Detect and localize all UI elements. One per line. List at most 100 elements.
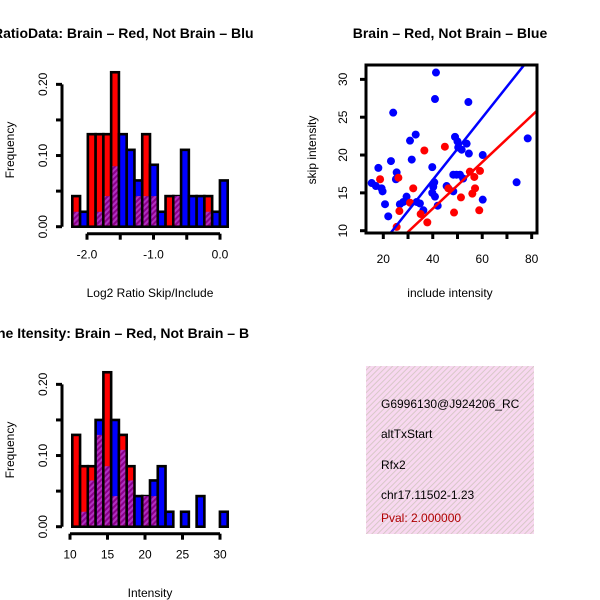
x-tick-label: 0.0 — [212, 248, 229, 262]
blue-point — [374, 163, 383, 172]
blue-bar — [148, 163, 160, 229]
x-tick-label: 80 — [525, 252, 539, 266]
overlap-bar — [205, 211, 211, 226]
scatter-panel: Brain – Red, Not Brain – Blue 20 40 60 80 10… — [305, 25, 547, 300]
blue-point — [478, 195, 487, 204]
blue-point — [453, 137, 462, 146]
x-tick-label: 30 — [213, 548, 227, 562]
blue-point — [406, 136, 415, 145]
red-point — [416, 210, 425, 219]
y-tick-label: 0.00 — [36, 215, 50, 239]
overlap-bar — [112, 496, 118, 526]
red-point — [470, 172, 479, 181]
blue-bar — [156, 464, 167, 529]
overlap-bar — [81, 511, 87, 526]
overlap-bar — [127, 480, 134, 526]
gene-id-text: G6996130@J924206_RC — [381, 397, 520, 411]
scatter-axes: 20 40 60 80 10 15 20 25 30 — [336, 63, 539, 266]
x-tick-label: 20 — [377, 252, 391, 266]
red-point — [475, 166, 484, 175]
scatter-xlabel: include intensity — [407, 286, 492, 300]
info-panel-background — [366, 366, 534, 534]
red-point — [450, 208, 459, 217]
intensity-histogram-bars — [71, 370, 229, 529]
overlap-bar — [151, 496, 157, 526]
intensity-histogram-title: ne Itensity: Brain – Red, Not Brain – B — [0, 325, 249, 341]
red-point — [468, 189, 477, 198]
overlap-bar — [174, 196, 180, 226]
blue-point — [430, 192, 439, 201]
x-tick-label: -1.0 — [143, 248, 164, 262]
blue-bar — [218, 510, 229, 529]
event-type-text: altTxStart — [381, 427, 433, 441]
x-tick-label: 10 — [63, 548, 77, 562]
x-tick-label: 25 — [176, 548, 190, 562]
overlap-bar — [96, 211, 103, 226]
gene-name-text: Rfx2 — [381, 458, 406, 472]
intensity-histogram-ylabel: Frequency — [3, 422, 17, 479]
blue-fit-line — [388, 65, 526, 233]
blue-point — [478, 151, 487, 160]
overlap-bar — [151, 196, 157, 226]
intensity-histogram-axes: 0.00 0.10 0.20 10 15 20 25 30 — [36, 372, 227, 561]
red-point — [394, 173, 403, 182]
x-tick-label: 60 — [476, 252, 490, 266]
overlap-bar — [104, 196, 110, 226]
ratio-histogram-ylabel: Frequency — [3, 122, 17, 179]
y-tick-label: 0.00 — [36, 515, 50, 539]
red-fit-line — [404, 109, 537, 233]
y-tick-label: 0.20 — [36, 372, 50, 396]
x-tick-label: 20 — [138, 548, 152, 562]
ratio-histogram-title: RatioData: Brain – Red, Not Brain – Blu — [0, 25, 254, 41]
red-point — [465, 167, 474, 176]
blue-point — [431, 68, 440, 77]
scatter-ylabel: skip intensity — [305, 116, 319, 185]
red-point — [376, 175, 385, 184]
red-point — [409, 184, 418, 193]
scatter-points — [367, 65, 537, 233]
blue-point — [407, 155, 416, 164]
overlap-bar — [120, 449, 126, 526]
overlap-bar — [73, 211, 79, 226]
blue-point — [428, 163, 437, 172]
blue-point — [523, 134, 532, 143]
y-tick-label: 15 — [336, 186, 350, 200]
blue-point — [381, 200, 390, 209]
red-point — [395, 207, 404, 216]
blue-point — [415, 199, 424, 208]
y-tick-label: 0.10 — [36, 144, 50, 168]
blue-point — [411, 130, 420, 139]
blue-bar — [179, 510, 191, 529]
info-panel: G6996130@J924206_RC altTxStart Rfx2 chr1… — [366, 366, 534, 534]
y-tick-label: 0.10 — [36, 444, 50, 468]
red-point — [475, 206, 484, 215]
red-point — [420, 146, 429, 155]
location-text: chr17.11502-1.23 — [381, 488, 475, 502]
blue-bar — [179, 148, 191, 228]
x-tick-label: 40 — [426, 252, 440, 266]
overlap-bar — [104, 466, 110, 526]
blue-point — [386, 157, 395, 166]
y-tick-label: 0.20 — [36, 72, 50, 96]
y-tick-label: 20 — [336, 148, 350, 162]
intensity-histogram-panel: ne Itensity: Brain – Red, Not Brain – B … — [0, 325, 249, 600]
red-point — [440, 142, 449, 151]
red-point — [423, 218, 432, 227]
blue-point — [429, 182, 438, 191]
x-tick-label: -2.0 — [77, 248, 98, 262]
ratio-histogram-panel: RatioData: Brain – Red, Not Brain – Blu … — [0, 25, 254, 300]
overlap-bar — [143, 496, 149, 526]
y-tick-label: 25 — [336, 110, 350, 124]
red-point — [456, 193, 465, 202]
blue-point — [464, 98, 473, 107]
blue-point — [464, 149, 473, 158]
y-tick-label: 30 — [336, 72, 350, 86]
y-tick-label: 10 — [336, 224, 350, 238]
intensity-histogram-xlabel: Intensity — [128, 586, 173, 600]
blue-point — [430, 95, 439, 104]
blue-point — [378, 187, 387, 196]
blue-point — [384, 212, 393, 221]
blue-bar — [195, 494, 206, 528]
blue-point — [512, 178, 521, 187]
